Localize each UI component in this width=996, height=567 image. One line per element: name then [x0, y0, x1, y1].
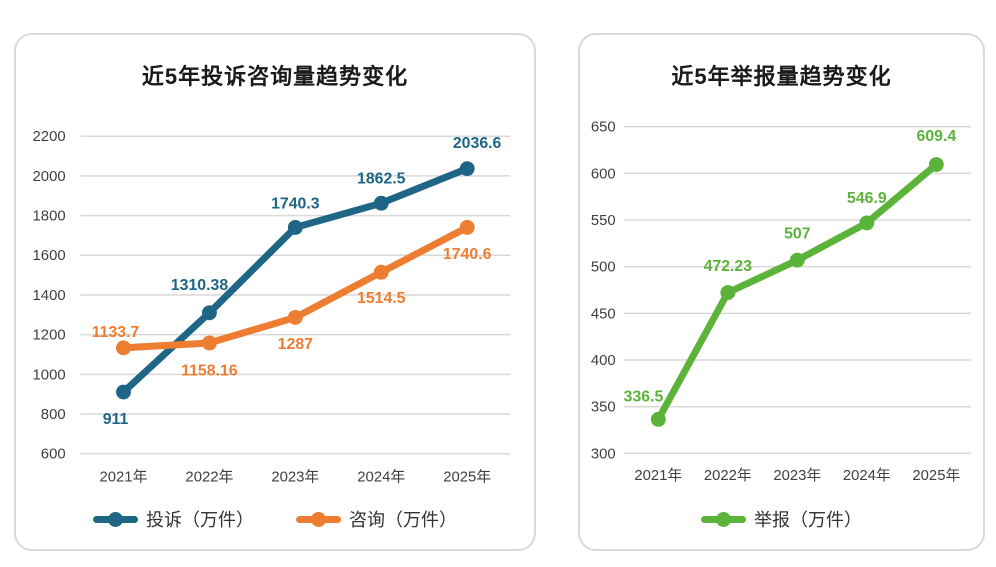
y-axis-tick-label: 1200 — [33, 328, 66, 344]
legend-line-marker-icon — [296, 511, 341, 527]
data-point — [720, 285, 736, 301]
y-axis-tick-label: 550 — [591, 213, 616, 229]
data-point — [789, 252, 805, 268]
x-axis-tick-label: 2021年 — [99, 469, 147, 486]
data-label: 609.4 — [917, 128, 957, 145]
y-axis-tick-label: 500 — [591, 260, 616, 276]
y-axis-tick-label: 1400 — [33, 288, 66, 304]
y-axis-tick-label: 400 — [591, 353, 616, 369]
y-axis-tick-label: 1800 — [33, 209, 66, 225]
data-label: 1287 — [278, 336, 313, 353]
x-axis-tick-label: 2022年 — [185, 469, 233, 486]
data-label: 1310.38 — [171, 277, 229, 294]
data-point — [650, 411, 666, 427]
y-axis-tick-label: 650 — [591, 120, 616, 136]
data-point — [287, 309, 303, 325]
x-axis-tick-label: 2022年 — [704, 467, 752, 484]
data-label: 1158.16 — [181, 363, 238, 380]
y-axis-tick-label: 2000 — [33, 169, 66, 185]
legend-item: 投诉（万件） — [93, 506, 254, 532]
data-point — [928, 157, 944, 172]
x-axis-tick-label: 2025年 — [443, 469, 491, 486]
data-label: 911 — [103, 411, 129, 428]
complaint-consult-line-chart-svg: 600 800 1000 1200 1400 1600 1800 2000 2200 2021年 2… — [33, 129, 511, 486]
y-axis-tick-label: 2200 — [33, 129, 66, 145]
y-axis-tick-label: 600 — [41, 447, 66, 463]
legend-label: 举报（万件） — [754, 510, 862, 530]
x-axis-tick-label: 2024年 — [357, 469, 405, 486]
data-label: 472.23 — [704, 258, 753, 275]
data-label: 2036.6 — [453, 135, 502, 152]
y-axis-tick-label: 1600 — [33, 248, 66, 264]
data-label: 336.5 — [624, 388, 664, 405]
data-label: 1740.3 — [271, 196, 320, 213]
series-line — [654, 161, 940, 423]
y-axis-tick-label: 300 — [591, 446, 616, 462]
data-point — [459, 161, 475, 177]
legend-line-marker-icon — [93, 511, 138, 527]
data-point — [373, 195, 389, 211]
data-point — [201, 335, 217, 351]
legend-line-marker-icon — [701, 511, 746, 527]
complaint-consult-chart-card: 600 800 1000 1200 1400 1600 1800 2000 2200 2021年 2… — [14, 33, 536, 551]
x-axis-tick-label: 2025年 — [912, 467, 960, 484]
legend-label: 咨询（万件） — [349, 510, 457, 530]
x-axis-tick-label: 2023年 — [271, 469, 319, 486]
data-label: 1514.5 — [357, 290, 406, 307]
data-label: 1740.6 — [443, 246, 492, 263]
chart-title-complaint-consult: 近5年投诉咨询量趋势变化 — [141, 64, 409, 89]
data-point — [116, 340, 131, 356]
legend-item: 举报（万件） — [701, 506, 862, 532]
data-label: 1133.7 — [92, 324, 140, 341]
y-axis-tick-label: 450 — [591, 306, 616, 322]
data-label: 507 — [784, 225, 811, 242]
data-point — [287, 220, 303, 235]
legend-item: 咨询（万件） — [296, 506, 457, 532]
data-point — [201, 305, 217, 321]
x-axis-tick-label: 2024年 — [843, 467, 891, 484]
chart-legend-report: 举报（万件） — [580, 506, 983, 532]
report-chart-card: 300 350 400 450 500 550 600 650 2021年 2022年 2023年 2… — [578, 33, 985, 551]
y-axis-tick-label: 800 — [41, 407, 66, 423]
x-axis-tick-label: 2021年 — [634, 467, 682, 484]
chart-title-report: 近5年举报量趋势变化 — [671, 64, 892, 89]
chart-legend-complaint-consult: 投诉（万件） 咨询（万件） — [16, 506, 534, 532]
data-point — [459, 219, 475, 235]
data-point — [116, 384, 131, 400]
x-axis-tick-label: 2023年 — [773, 467, 821, 484]
legend-label: 投诉（万件） — [146, 510, 254, 530]
data-label: 1862.5 — [357, 170, 406, 187]
y-axis-tick-label: 1000 — [33, 367, 66, 383]
data-point — [373, 264, 389, 280]
data-point — [859, 215, 875, 231]
y-axis-tick-label: 600 — [591, 166, 616, 182]
data-label: 546.9 — [847, 190, 887, 207]
y-axis-tick-label: 350 — [591, 400, 616, 416]
report-line-chart-svg: 300 350 400 450 500 550 600 650 2021年 2022年 2023年 2… — [591, 120, 972, 484]
